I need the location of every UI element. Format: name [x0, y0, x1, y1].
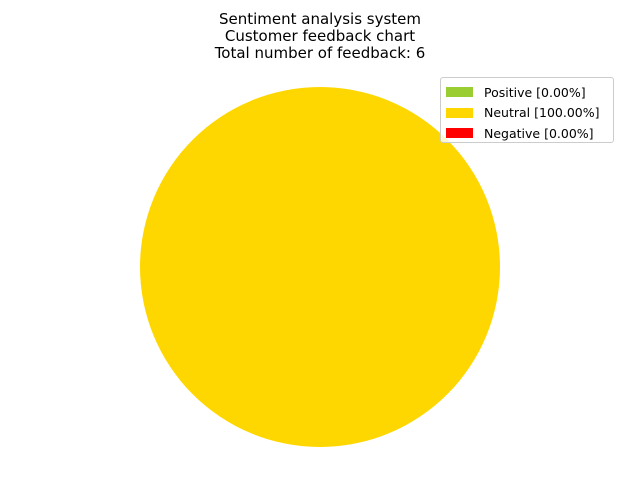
legend-item-neutral: Neutral [100.00%]	[446, 103, 613, 124]
legend-swatch-positive	[446, 87, 473, 98]
legend-label-positive: Positive [0.00%]	[484, 84, 586, 100]
pie-slices	[140, 87, 500, 447]
chart-subtitle-line-1: Customer feedback chart	[224, 27, 416, 45]
legend: Positive [0.00%] Neutral [100.00%] Negat…	[440, 77, 614, 143]
pie-slice-neutral	[140, 87, 500, 447]
legend-item-positive: Positive [0.00%]	[446, 82, 613, 103]
chart-title-block: Sentiment analysis system Customer feedb…	[0, 11, 640, 62]
chart-subtitle-line-2: Total number of feedback: 6	[214, 44, 426, 62]
legend-label-negative: Negative [0.00%]	[484, 125, 594, 141]
legend-item-negative: Negative [0.00%]	[446, 123, 613, 144]
legend-swatch-negative	[446, 128, 473, 139]
chart-title: Sentiment analysis system	[218, 10, 422, 28]
legend-label-neutral: Neutral [100.00%]	[484, 105, 600, 121]
legend-swatch-neutral	[446, 107, 473, 118]
